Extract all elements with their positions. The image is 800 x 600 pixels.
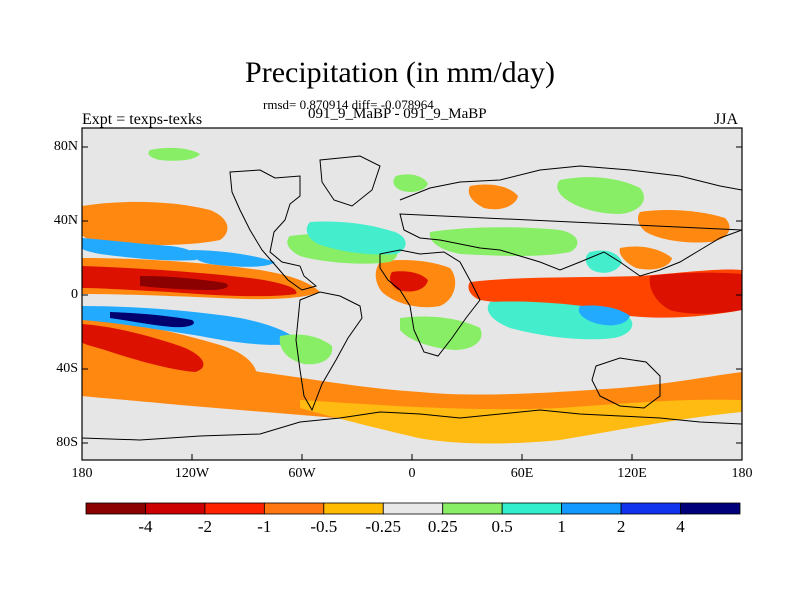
colorbar-label: -0.25 [365,517,401,536]
y-tick-label: 80N [53,139,78,154]
y-tick-label: 40N [53,213,78,228]
coast-australia [591,357,661,409]
x-tick-label: 60E [510,466,534,481]
anomaly-itcz-west-darkred [140,276,228,290]
colorbar-swatch [561,502,622,515]
anomaly-atl-cyan [306,221,406,255]
anomaly-npac-blue [82,238,197,261]
coast-africa [379,249,481,357]
x-tick-label: 0 [408,466,416,481]
colorbar-label: 4 [676,517,685,536]
season-label: JJA [714,111,739,128]
colorbar-swatch [145,502,206,515]
coast-antarctica [82,409,742,441]
colorbar-swatch [680,502,741,515]
coast-greenland [319,155,381,207]
colorbar-label: -2 [197,517,212,536]
x-tick-label: 180 [71,466,93,481]
colorbar-swatch [323,502,384,515]
anomaly-wpac-darkred [649,272,742,314]
run-comparison: 091_9_MaBP - 091_9_MaBP [308,106,487,122]
coastlines [82,155,742,441]
colorbar-swatch [620,502,681,515]
colorbar-swatch [442,502,503,515]
colorbar-label: 0.5 [491,517,513,536]
y-tick-label: 40S [56,361,78,376]
colorbar-label: -4 [138,517,153,536]
x-tick-label: 60W [288,466,316,481]
anomaly-arctic-green-w [148,147,200,161]
colorbar-swatch [501,502,563,515]
anomaly-arctic-green [393,174,428,192]
anomaly-wpac-north [619,246,672,270]
colorbar-label: -1 [257,517,272,536]
anomaly-africa-red [390,271,428,292]
x-tick-label: 120W [174,466,210,481]
anomaly-eurasia-orange [468,184,518,210]
anomaly-southern-indian-deep [578,305,630,326]
colorbar-swatch [204,502,265,515]
coast-north-america [229,169,318,291]
anomaly-southern-band [82,330,742,428]
x-tick-label: 120E [617,466,647,481]
coast-eurasia [399,165,742,277]
colorbar-label: -0.5 [310,517,338,536]
colorbar [85,502,741,515]
coast-south-america [295,291,363,412]
experiment-label: Expt = texps-texks [82,111,203,128]
anomaly-samerica-green [279,334,333,365]
chart-title: Precipitation (in mm/day) [245,56,555,89]
anomaly-eurasia-green [429,227,578,256]
rmsd-diff-stats: rmsd= 0.870914 diff= -0.078964 [263,97,434,112]
anomaly-asia-orange [638,210,730,243]
y-tick-label: 0 [71,287,78,302]
anomaly-npac-orange [82,201,228,246]
anomaly-navy-west [110,312,194,328]
colorbar-swatch [263,502,325,515]
y-tick-label: 80S [56,435,78,450]
anomaly-blue-npac [190,250,275,267]
colorbar-label: 2 [616,517,626,536]
colorbar-label: 1 [557,517,566,536]
x-tick-label: 180 [731,466,753,481]
precipitation-field [82,147,742,444]
colorbar-swatch [85,502,146,515]
colorbar-label: 0.25 [427,517,458,536]
anomaly-asia-green [557,177,644,214]
anomaly-south-pacific-red [82,324,204,372]
axis-ticks [81,146,743,460]
colorbar-swatch [382,502,444,515]
anomaly-southern-band-yellow [300,399,742,444]
